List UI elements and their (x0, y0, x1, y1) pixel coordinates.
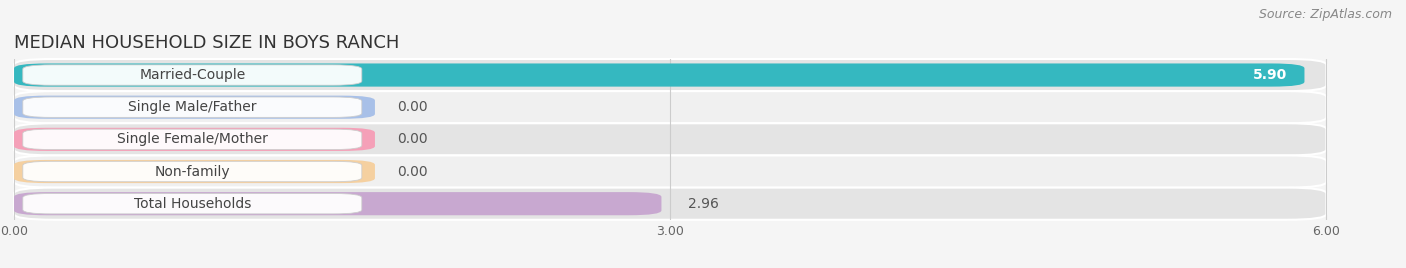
FancyBboxPatch shape (14, 64, 1305, 87)
Text: Married-Couple: Married-Couple (139, 68, 246, 82)
Text: 0.00: 0.00 (396, 100, 427, 114)
FancyBboxPatch shape (14, 96, 375, 119)
FancyBboxPatch shape (22, 193, 361, 214)
Text: 5.90: 5.90 (1253, 68, 1286, 82)
FancyBboxPatch shape (22, 97, 361, 117)
Text: Single Female/Mother: Single Female/Mother (117, 132, 267, 146)
FancyBboxPatch shape (14, 155, 1326, 188)
FancyBboxPatch shape (22, 161, 361, 182)
FancyBboxPatch shape (14, 188, 1326, 220)
FancyBboxPatch shape (14, 128, 375, 151)
Text: Non-family: Non-family (155, 165, 231, 178)
FancyBboxPatch shape (22, 129, 361, 150)
FancyBboxPatch shape (14, 123, 1326, 155)
Text: 2.96: 2.96 (688, 197, 718, 211)
Text: MEDIAN HOUSEHOLD SIZE IN BOYS RANCH: MEDIAN HOUSEHOLD SIZE IN BOYS RANCH (14, 34, 399, 52)
Text: Source: ZipAtlas.com: Source: ZipAtlas.com (1258, 8, 1392, 21)
FancyBboxPatch shape (14, 91, 1326, 123)
FancyBboxPatch shape (14, 160, 375, 183)
FancyBboxPatch shape (22, 65, 361, 85)
FancyBboxPatch shape (14, 192, 661, 215)
Text: Single Male/Father: Single Male/Father (128, 100, 256, 114)
Text: 0.00: 0.00 (396, 132, 427, 146)
Text: 0.00: 0.00 (396, 165, 427, 178)
FancyBboxPatch shape (14, 59, 1326, 91)
Text: Total Households: Total Households (134, 197, 252, 211)
